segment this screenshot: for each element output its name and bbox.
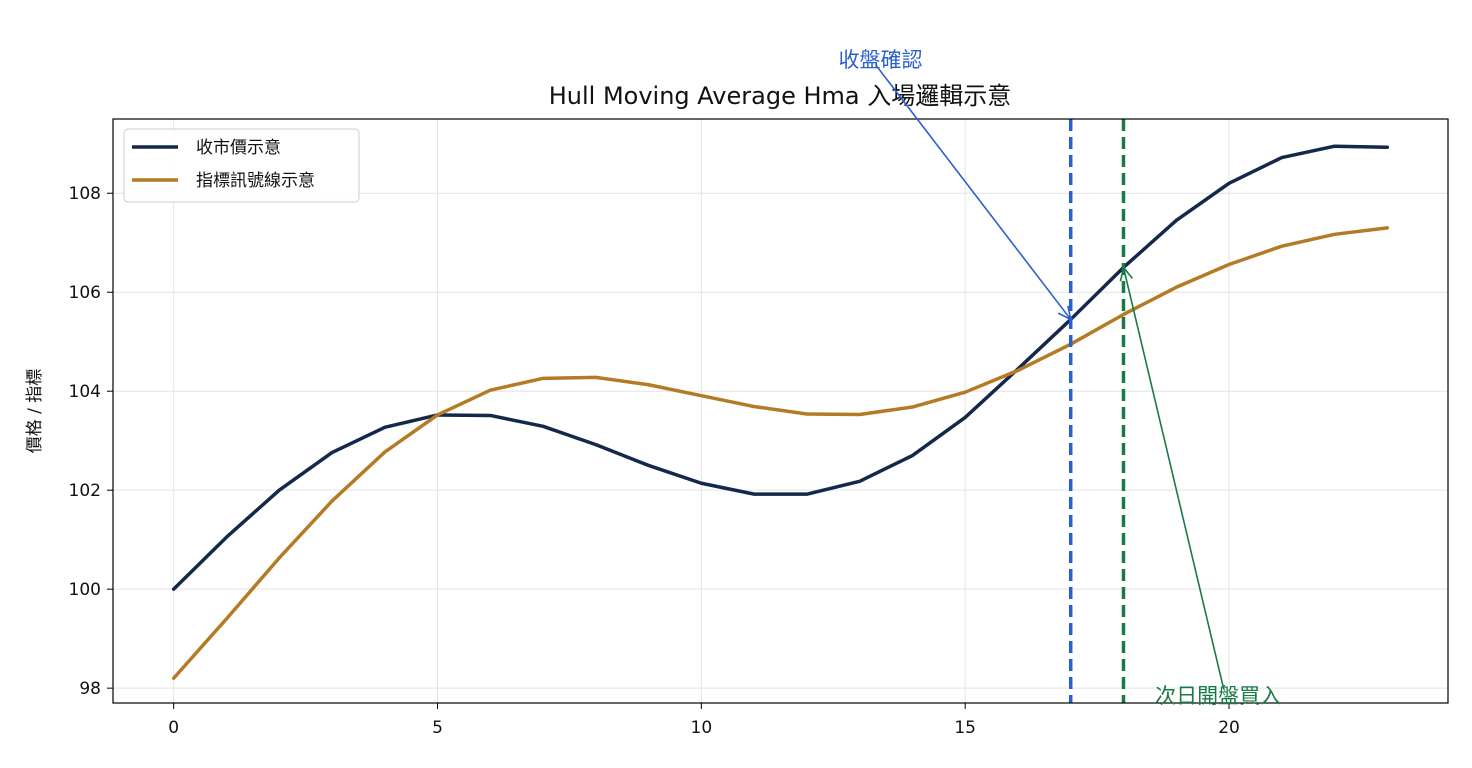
annotation-arrow-head xyxy=(1119,265,1133,282)
annotation-close-confirm: 收盤確認 xyxy=(839,48,1072,321)
series-line-signal xyxy=(171,226,1390,680)
legend-label-close-price: 收市價示意 xyxy=(196,138,281,158)
annotation-label: 收盤確認 xyxy=(839,48,923,72)
legend-label-signal-line: 指標訊號線示意 xyxy=(196,171,315,191)
x-tick-label: 10 xyxy=(691,718,713,738)
y-tick-label: 108 xyxy=(69,184,101,204)
legend-box xyxy=(123,128,360,203)
legend: 收市價示意 指標訊號線示意 xyxy=(123,128,360,203)
x-tick-label: 0 xyxy=(168,718,179,738)
y-tick-label: 106 xyxy=(69,283,101,303)
axis-ticks: 0 5 10 15 20 98 100 102 104 106 108 xyxy=(69,184,1240,738)
series-lines xyxy=(171,144,1390,680)
y-tick-label: 100 xyxy=(69,580,101,600)
signal-lines xyxy=(1068,119,1126,703)
x-tick-label: 5 xyxy=(432,718,443,738)
y-tick-label: 104 xyxy=(69,382,101,402)
y-tick-label: 98 xyxy=(79,679,101,699)
annotation-arrow-head xyxy=(1057,305,1072,321)
y-axis-label: 價格 / 指標 xyxy=(25,369,45,454)
x-tick-label: 15 xyxy=(954,718,976,738)
annotation-arrow-line xyxy=(1122,267,1225,690)
y-tick-label: 102 xyxy=(69,481,101,501)
annotation-label: 次日開盤買入 xyxy=(1155,684,1281,708)
series-line-close-price xyxy=(171,144,1390,591)
annotation-arrow-line xyxy=(874,64,1072,320)
chart-title: Hull Moving Average Hma 入場邏輯示意 xyxy=(549,82,1012,110)
plot-frame xyxy=(112,118,1449,704)
annotation-next-open-buy: 次日開盤買入 xyxy=(1119,265,1281,708)
x-tick-label: 20 xyxy=(1218,718,1240,738)
